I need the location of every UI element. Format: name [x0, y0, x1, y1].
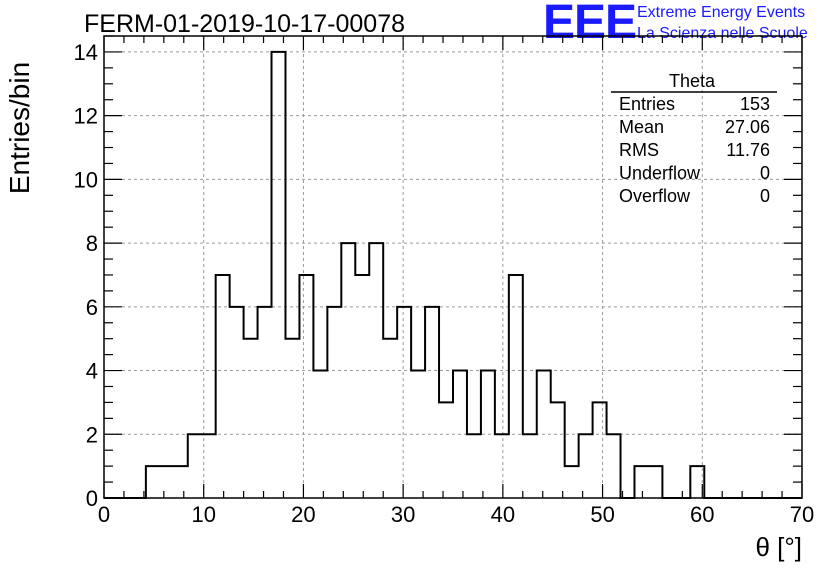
histogram-bin — [634, 466, 648, 498]
y-tick-label: 12 — [74, 104, 98, 129]
histogram-bin — [537, 371, 551, 498]
histogram-bin — [495, 434, 509, 498]
y-tick-labels: 0 2 4 6 8 10 12 14 — [74, 40, 98, 511]
x-tick-label: 30 — [391, 502, 415, 527]
histogram-bin — [146, 466, 160, 498]
histogram-bin — [551, 402, 565, 498]
histogram-bin — [230, 307, 244, 498]
y-tick-label: 6 — [86, 295, 98, 320]
x-tick-label: 40 — [491, 502, 515, 527]
histogram-bin — [313, 371, 327, 498]
histogram-bin — [453, 371, 467, 498]
chart-title: FERM-01-2019-10-17-00078 — [84, 10, 406, 38]
x-axis-label: θ [°] — [755, 532, 802, 562]
histogram-bin — [481, 371, 495, 498]
histogram-bin — [411, 371, 425, 498]
x-tick-label: 0 — [98, 502, 110, 527]
stats-row-value: 0 — [760, 186, 770, 206]
histogram-bin — [509, 275, 523, 498]
histogram-bin — [565, 466, 579, 498]
histogram-bin — [523, 434, 537, 498]
x-tick-label: 70 — [790, 502, 814, 527]
y-tick-label: 10 — [74, 167, 98, 192]
histogram-bars — [104, 50, 802, 499]
histogram-bin — [299, 275, 313, 498]
histogram-bin — [467, 434, 481, 498]
histogram-bin — [244, 339, 258, 498]
histogram-bin — [272, 52, 286, 498]
stats-row-value: 11.76 — [726, 140, 770, 160]
histogram-bin — [425, 307, 439, 498]
y-tick-label: 0 — [86, 486, 98, 511]
y-tick-label: 8 — [86, 231, 98, 256]
histogram-bin — [258, 307, 272, 498]
y-tick-label: 14 — [74, 40, 98, 65]
axes — [103, 35, 803, 499]
histogram-bin — [369, 243, 383, 498]
y-tick-label: 2 — [86, 422, 98, 447]
logo-subtitle-line2: La Scienza nelle Scuole — [637, 25, 808, 42]
histogram-bin — [355, 275, 369, 498]
x-tick-labels: 0 10 20 30 40 50 60 70 — [98, 502, 814, 527]
histogram-bin — [593, 402, 607, 498]
histogram-bin — [579, 434, 593, 498]
histogram-bin — [607, 434, 621, 498]
histogram-bin — [341, 243, 355, 498]
histogram-bin — [216, 275, 230, 498]
histogram-bin — [285, 339, 299, 498]
x-tick-label: 10 — [191, 502, 215, 527]
histogram-outline — [104, 50, 802, 499]
stats-row-label: Underflow — [619, 163, 701, 183]
stats-box-name: Theta — [669, 71, 716, 91]
x-tick-label: 50 — [590, 502, 614, 527]
histogram-bin — [327, 307, 341, 498]
stats-row-label: RMS — [619, 140, 659, 160]
stats-row-value: 153 — [740, 94, 770, 114]
stats-row-value: 0 — [760, 163, 770, 183]
histogram-bin — [648, 466, 662, 498]
histogram-bin — [439, 402, 453, 498]
histogram-bin — [383, 339, 397, 498]
y-tick-label: 4 — [86, 359, 98, 384]
histogram-bin — [188, 434, 202, 498]
stats-row-label: Overflow — [619, 186, 691, 206]
logo-subtitle-line1: Extreme Energy Events — [637, 4, 806, 21]
stats-row-label: Entries — [619, 94, 675, 114]
plot-frame — [103, 35, 803, 499]
histogram-bin — [160, 466, 174, 498]
stats-row-value: 27.06 — [725, 117, 770, 137]
x-tick-label: 60 — [690, 502, 714, 527]
x-tick-label: 20 — [291, 502, 315, 527]
stats-row-label: Mean — [619, 117, 664, 137]
eee-logo: EEE — [543, 0, 637, 49]
histogram-bin — [397, 307, 411, 498]
histogram-bin — [174, 466, 188, 498]
stats-box: Theta Entries 153 Mean 27.06 RMS 11.76 Underflo… — [611, 71, 777, 206]
